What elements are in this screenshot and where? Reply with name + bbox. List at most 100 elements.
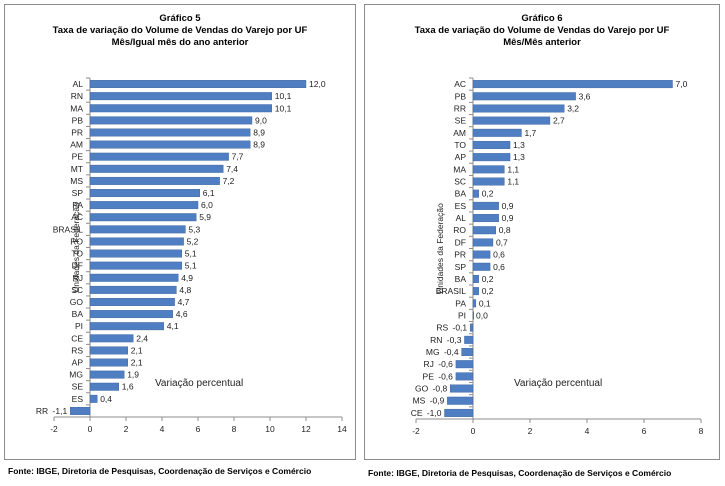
category-label: BA [455, 274, 467, 284]
data-label: -1,0 [427, 408, 442, 418]
data-label: 2,4 [136, 333, 148, 343]
category-label: RJ [73, 273, 83, 283]
y-axis-title: Unidades da Federação [71, 202, 81, 293]
bar [472, 116, 551, 125]
bar [472, 189, 479, 198]
data-label: 2,7 [553, 116, 565, 126]
category-label: AC [454, 79, 466, 89]
category-label: MG [69, 370, 83, 380]
bar [472, 250, 491, 259]
bar [89, 152, 229, 161]
data-label: 0,4 [100, 394, 112, 404]
data-label: 8,9 [253, 127, 265, 137]
data-label: 7,2 [223, 176, 235, 186]
category-label: CE [411, 408, 423, 418]
bar [89, 261, 183, 270]
category-label: MA [70, 103, 83, 113]
category-label: PE [72, 152, 84, 162]
bar [89, 213, 197, 222]
x-tick-label: -2 [50, 424, 58, 434]
category-label: BA [72, 309, 84, 319]
bar [472, 287, 479, 296]
data-label: 5,2 [187, 236, 199, 246]
bar [89, 237, 184, 246]
category-label: RR [454, 103, 466, 113]
chart-panel-right: Gráfico 6 Taxa de variação do Volume de … [364, 4, 720, 460]
bar [89, 334, 134, 343]
data-label: 0,9 [502, 201, 514, 211]
bar [472, 80, 673, 89]
x-tick-label: 4 [160, 424, 165, 434]
bar [472, 238, 494, 247]
data-label: 4,6 [176, 309, 188, 319]
bar [472, 214, 499, 223]
category-label: PB [455, 91, 467, 101]
category-label: SP [72, 188, 84, 198]
category-label: AL [456, 213, 467, 223]
category-label: PI [75, 321, 83, 331]
bar [89, 201, 199, 210]
bar [449, 384, 474, 393]
bar [472, 274, 479, 283]
category-label: MS [413, 396, 426, 406]
category-label: AL [73, 79, 84, 89]
category-label: BRASIL [53, 224, 84, 234]
category-label: TO [71, 249, 83, 259]
data-label: 4,8 [179, 285, 191, 295]
bar [472, 311, 475, 320]
source-note-left: Fonte: IBGE, Diretoria de Pesquisas, Coo… [8, 466, 312, 476]
data-label: 1,7 [524, 128, 536, 138]
x-tick-label: 8 [699, 426, 704, 436]
x-tick-label: 8 [232, 424, 237, 434]
bar [472, 177, 505, 186]
data-label: 0,7 [496, 237, 508, 247]
data-label: 2,1 [131, 358, 143, 368]
category-label: RO [453, 225, 466, 235]
category-label: RJ [424, 359, 434, 369]
bar [89, 394, 98, 403]
category-label: PA [455, 298, 466, 308]
data-label: 12,0 [309, 79, 326, 89]
bar [89, 189, 201, 197]
category-label: SP [455, 262, 467, 272]
data-label: 10,1 [275, 91, 292, 101]
data-label: 0,1 [479, 298, 491, 308]
data-label: -0,8 [433, 384, 448, 394]
data-label: 0,6 [493, 250, 505, 260]
data-label: 0,9 [502, 213, 514, 223]
data-label: 4,7 [178, 297, 190, 307]
category-label: PI [458, 310, 466, 320]
data-label: 0,6 [493, 262, 505, 272]
bar-chart-right: -2 0 2 4 6 8 7,0 AC 3,6 PB 3,2 RR 2,7 SE 1,7 AM 1,3 TO 1,3… [411, 77, 704, 436]
bar [461, 348, 474, 356]
data-label: 0,8 [499, 225, 511, 235]
category-label: PA [72, 200, 83, 210]
x-tick-label: 4 [585, 426, 590, 436]
chart-title: Gráfico 5 [159, 13, 201, 24]
category-label: PE [423, 371, 435, 381]
chart-subtitle: Taxa de variação do Volume de Vendas do … [414, 25, 670, 36]
category-label: MA [453, 164, 466, 174]
x-tick-label: 12 [301, 424, 311, 434]
bar [89, 310, 174, 319]
chart-subtitle-period: Mês/Mês anterior [503, 37, 581, 48]
category-label: AM [453, 128, 466, 138]
category-label: ES [72, 394, 84, 404]
data-label: 2,1 [131, 345, 143, 355]
data-label: 1,9 [127, 370, 139, 380]
bar [89, 80, 307, 89]
x-axis-title: Variação percentual [155, 378, 243, 389]
bar [89, 273, 179, 282]
bar [472, 128, 522, 137]
data-label: 4,1 [167, 321, 179, 331]
category-label: BRASIL [436, 286, 467, 296]
data-label: 5,3 [188, 224, 200, 234]
category-label: DF [72, 261, 83, 271]
category-label: RN [71, 91, 83, 101]
bar [89, 249, 183, 258]
bar [444, 408, 474, 417]
data-label: 7,4 [226, 164, 238, 174]
data-label: -0,3 [447, 335, 462, 345]
data-label: -1,1 [53, 406, 68, 416]
x-tick-label: 2 [528, 426, 533, 436]
